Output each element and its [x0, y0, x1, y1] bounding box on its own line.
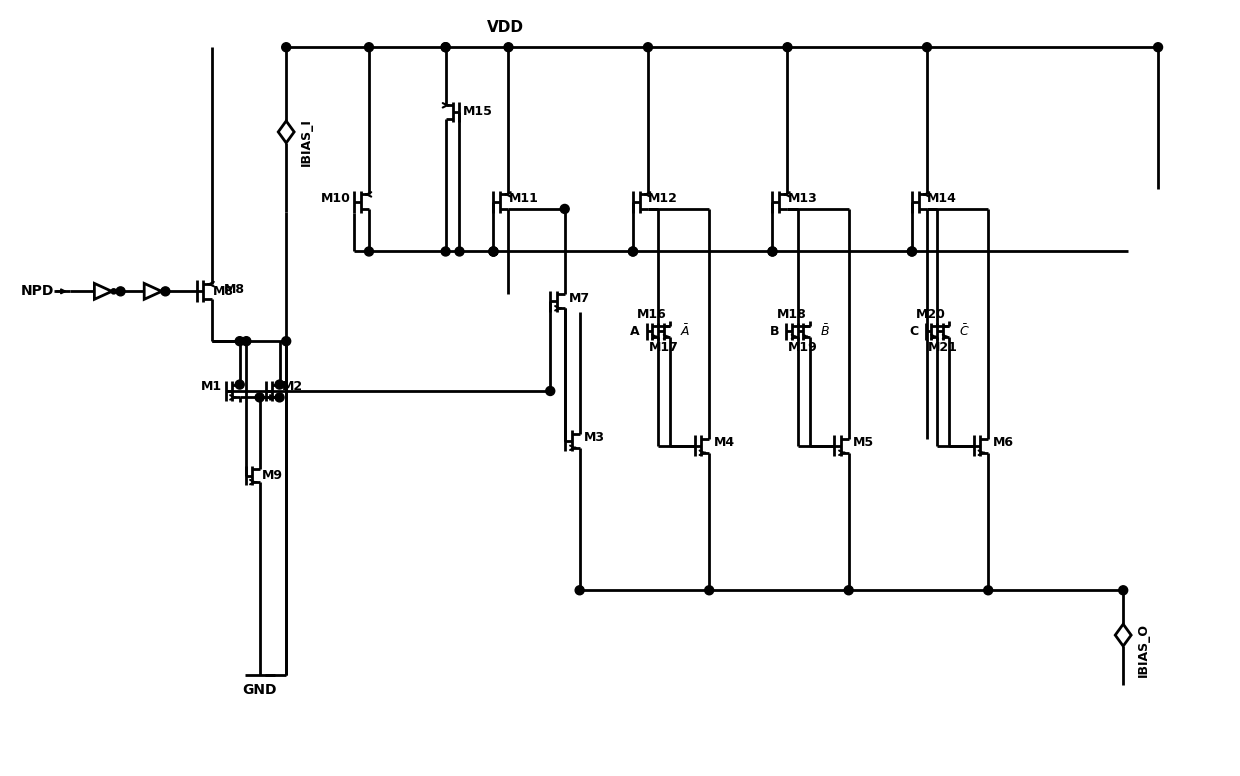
Circle shape — [704, 586, 714, 594]
Text: M5: M5 — [853, 436, 874, 449]
Circle shape — [782, 43, 792, 52]
Circle shape — [644, 43, 652, 52]
Circle shape — [768, 247, 777, 256]
Circle shape — [908, 247, 916, 256]
Text: M19: M19 — [789, 341, 818, 354]
Text: M18: M18 — [776, 308, 806, 321]
Text: $\bar{B}$: $\bar{B}$ — [820, 324, 830, 339]
Circle shape — [242, 337, 250, 345]
Circle shape — [117, 287, 125, 296]
Circle shape — [236, 380, 244, 389]
Circle shape — [629, 247, 637, 256]
Circle shape — [768, 247, 777, 256]
Text: M8: M8 — [223, 283, 244, 296]
Circle shape — [503, 43, 513, 52]
Circle shape — [575, 586, 584, 594]
Circle shape — [236, 337, 244, 345]
Text: M10: M10 — [321, 192, 351, 205]
Text: B: B — [770, 324, 779, 338]
Circle shape — [281, 337, 290, 345]
Text: $\bar{A}$: $\bar{A}$ — [680, 324, 691, 339]
Text: C: C — [909, 324, 919, 338]
Circle shape — [560, 204, 569, 213]
Text: M11: M11 — [508, 192, 538, 205]
Text: M9: M9 — [262, 469, 283, 482]
Circle shape — [275, 393, 284, 402]
Circle shape — [546, 386, 554, 396]
Text: M17: M17 — [649, 341, 678, 354]
Text: IBIAS_I: IBIAS_I — [300, 118, 312, 166]
Circle shape — [489, 247, 498, 256]
Text: IBIAS_O: IBIAS_O — [1137, 623, 1149, 677]
Text: M2: M2 — [281, 379, 303, 393]
Text: M3: M3 — [584, 431, 605, 445]
Circle shape — [629, 247, 637, 256]
Circle shape — [365, 43, 373, 52]
Circle shape — [275, 380, 284, 389]
Circle shape — [455, 247, 464, 256]
Circle shape — [441, 247, 450, 256]
Circle shape — [983, 586, 993, 594]
Text: M15: M15 — [463, 106, 492, 119]
Circle shape — [844, 586, 853, 594]
Text: M13: M13 — [787, 192, 817, 205]
Text: M20: M20 — [916, 308, 946, 321]
Text: M7: M7 — [569, 292, 590, 305]
Text: M14: M14 — [928, 192, 957, 205]
Circle shape — [1153, 43, 1163, 52]
Text: M4: M4 — [713, 436, 734, 449]
Circle shape — [441, 43, 450, 52]
Text: M1: M1 — [201, 379, 222, 393]
Circle shape — [489, 247, 498, 256]
Text: VDD: VDD — [487, 20, 525, 35]
Circle shape — [365, 247, 373, 256]
Circle shape — [489, 247, 498, 256]
Circle shape — [923, 43, 931, 52]
Text: M8: M8 — [213, 285, 234, 298]
Text: $\bar{C}$: $\bar{C}$ — [959, 324, 970, 339]
Text: M12: M12 — [649, 192, 678, 205]
Circle shape — [255, 393, 264, 402]
Text: M6: M6 — [993, 436, 1013, 449]
Text: M21: M21 — [928, 341, 957, 354]
Circle shape — [441, 43, 450, 52]
Circle shape — [908, 247, 916, 256]
Text: A: A — [630, 324, 640, 338]
Text: NPD: NPD — [21, 284, 55, 298]
Text: GND: GND — [242, 683, 277, 697]
Text: M16: M16 — [637, 308, 667, 321]
Circle shape — [1118, 586, 1127, 594]
Circle shape — [281, 43, 290, 52]
Circle shape — [161, 287, 170, 296]
